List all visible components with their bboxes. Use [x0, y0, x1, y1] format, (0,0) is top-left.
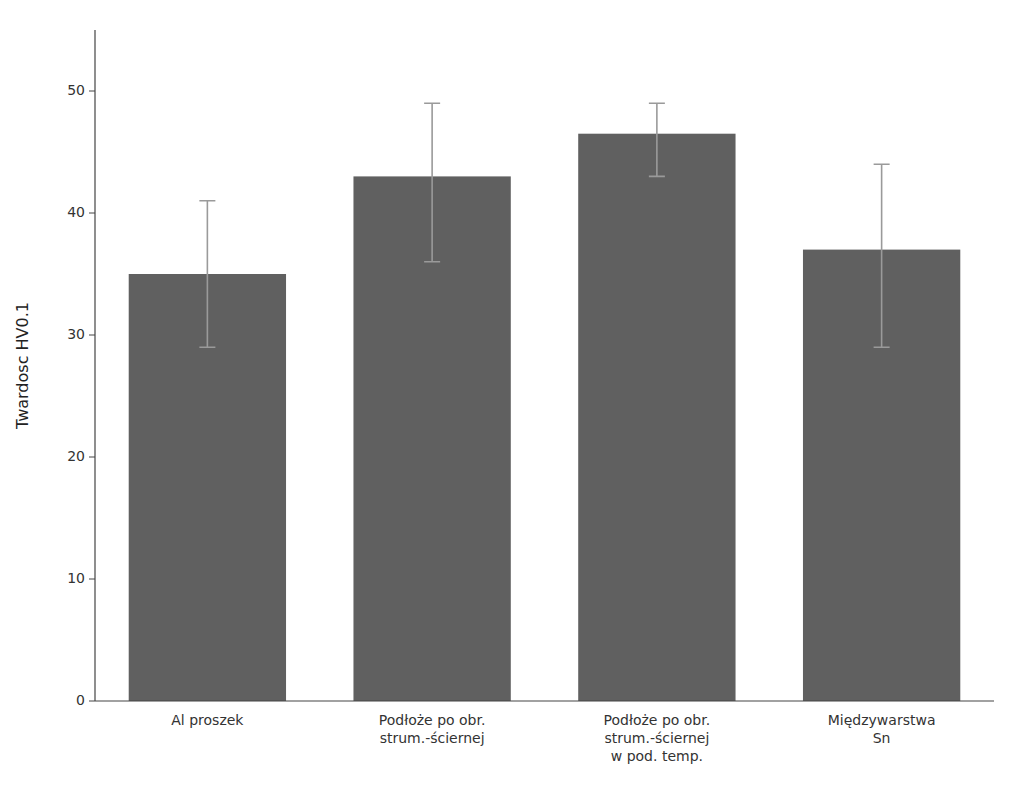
x-tick-label: Al proszek — [171, 712, 244, 728]
y-tick — [89, 579, 95, 580]
y-tick — [89, 91, 95, 92]
y-axis-label: Twardosc HV0.1 — [13, 302, 32, 430]
bar — [578, 134, 735, 701]
plot-area — [129, 103, 961, 701]
x-axis-line — [95, 700, 994, 701]
y-axis-line — [94, 30, 95, 701]
chart-container: 0 10 20 30 40 50 Twardosc HV0.1 Al proszek Podło… — [0, 0, 1024, 811]
y-tick — [89, 701, 95, 702]
y-tick — [89, 335, 95, 336]
x-tick-label: Międzywarstwa Sn — [828, 712, 936, 746]
x-tick-label-line: w pod. temp. — [611, 748, 703, 764]
error-bar — [424, 103, 440, 262]
x-tick-label-line: strum.-ściernej — [380, 730, 485, 746]
error-bar — [649, 103, 665, 176]
x-tick-label-line: Podłoże po obr. — [379, 712, 486, 728]
y-axis: 0 10 20 30 40 50 — [67, 82, 95, 708]
y-tick — [89, 457, 95, 458]
chart: 0 10 20 30 40 50 Twardosc HV0.1 Al proszek Podło… — [0, 0, 1024, 811]
x-tick-label-line: Międzywarstwa — [828, 712, 936, 728]
x-tick-label-line: Al proszek — [171, 712, 244, 728]
y-tick — [89, 213, 95, 214]
y-tick-label: 30 — [67, 326, 85, 342]
y-tick-label: 20 — [67, 448, 85, 464]
x-tick-label: Podłoże po obr. strum.-ściernej — [379, 712, 486, 746]
x-tick-label-line: Podłoże po obr. — [604, 712, 711, 728]
y-tick-label: 40 — [67, 204, 85, 220]
error-bar — [874, 164, 890, 347]
x-tick-label-line: Sn — [873, 730, 891, 746]
y-tick-label: 0 — [76, 692, 85, 708]
x-tick-label: Podłoże po obr. strum.-ściernej w pod. tem… — [604, 712, 711, 764]
y-tick-label: 50 — [67, 82, 85, 98]
error-bar — [199, 201, 215, 347]
y-tick-label: 10 — [67, 570, 85, 586]
x-axis: Al proszek Podłoże po obr. strum.-ściernej… — [171, 712, 935, 764]
x-tick-label-line: strum.-ściernej — [604, 730, 709, 746]
